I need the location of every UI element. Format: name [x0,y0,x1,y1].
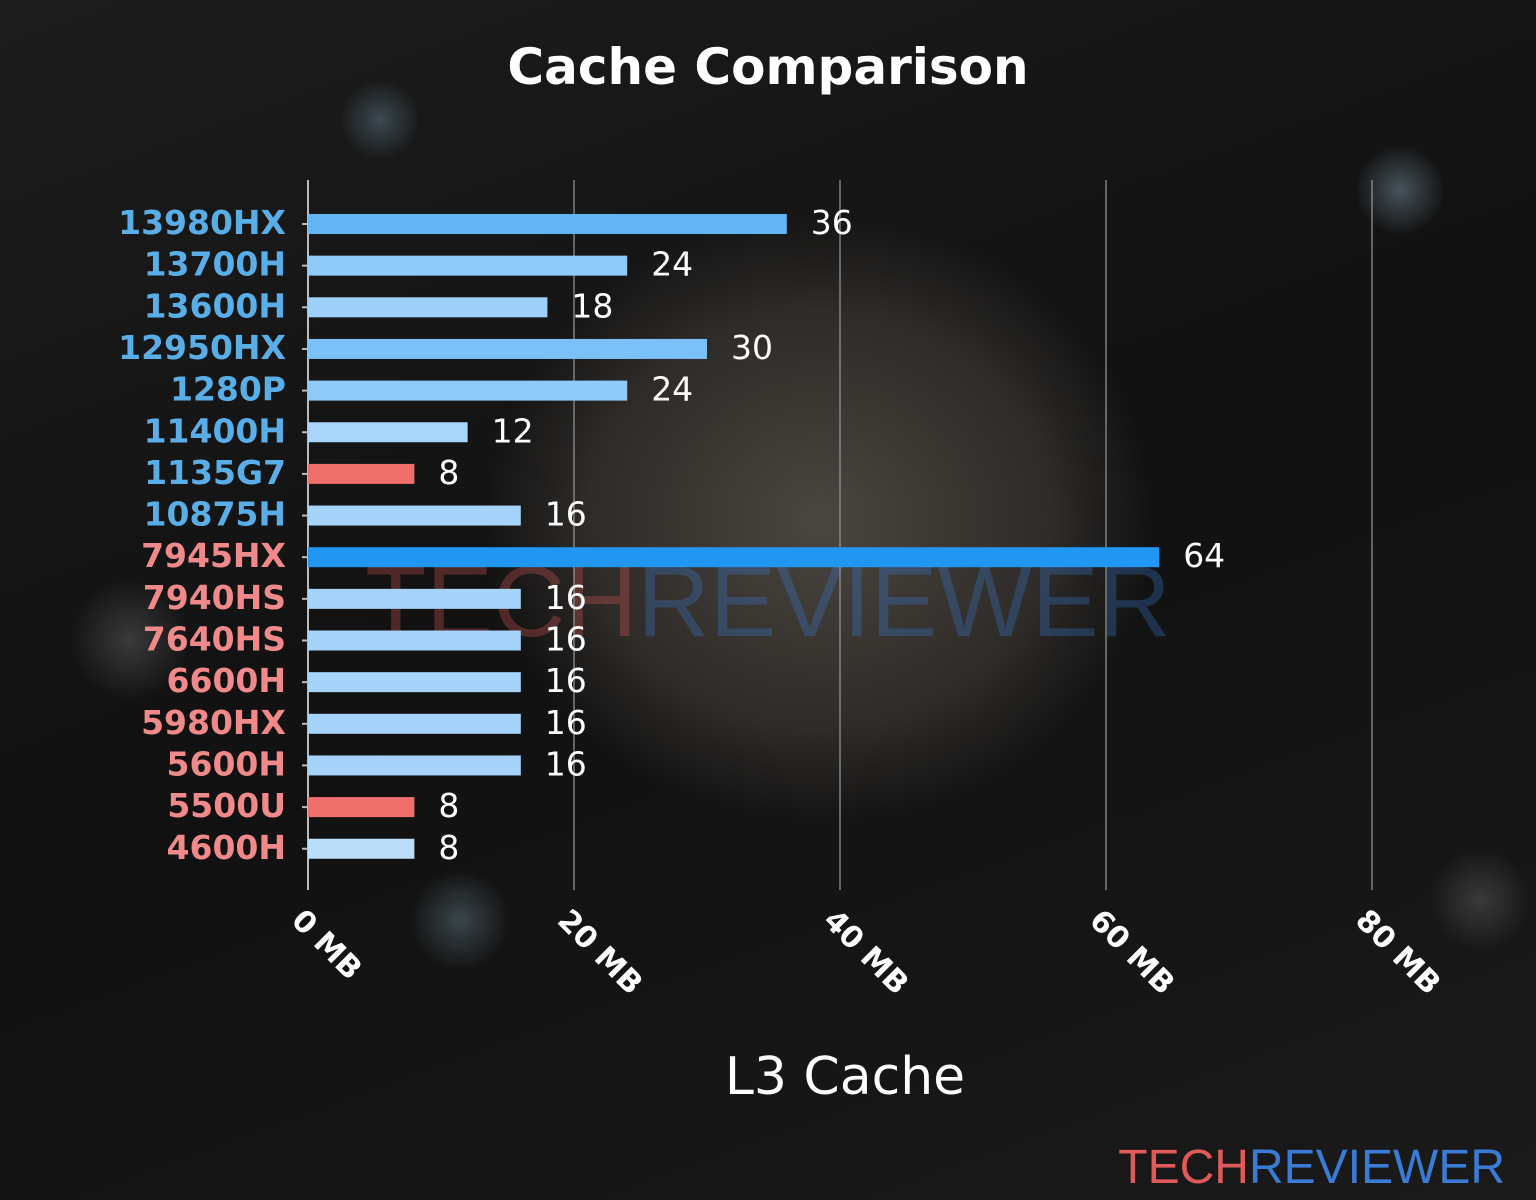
category-label: 13700H [144,245,286,284]
category-label: 5600H [167,744,286,783]
category-label: 7945HX [141,536,286,575]
category-label: 4600H [167,828,286,867]
value-label: 36 [811,203,853,242]
bar [308,338,707,359]
x-tick-label: 20 MB [550,903,649,1002]
bar [308,630,521,651]
bar [308,380,628,401]
value-label: 30 [731,328,773,367]
value-label: 16 [545,661,587,700]
category-label: 5980HX [141,703,286,742]
bar [308,755,521,776]
value-label: 16 [545,578,587,617]
value-label: 12 [492,411,534,450]
value-label: 24 [651,370,693,409]
bar [308,547,1160,568]
category-label: 12950HX [118,328,286,367]
logo: TECHREVIEWER [1118,1141,1505,1194]
bar [308,463,415,484]
logo-part2: REVIEWER [1249,1141,1505,1194]
chart-title: Cache Comparison [507,38,1028,96]
value-label: 24 [651,245,693,284]
bar [308,505,521,526]
value-label: 64 [1183,536,1225,575]
x-tick-label: 60 MB [1082,903,1181,1002]
value-label: 16 [545,620,587,659]
category-label: 1135G7 [144,453,286,492]
x-tick-label: 0 MB [284,903,368,987]
value-label: 8 [438,828,459,867]
bar [308,255,628,276]
value-label: 16 [545,495,587,534]
category-label: 11400H [144,411,286,450]
bar [308,214,787,234]
bar [308,297,548,318]
value-label: 18 [571,286,613,325]
bar [308,588,521,609]
value-label: 16 [545,744,587,783]
category-label: 13600H [144,286,286,325]
x-tick-label: 80 MB [1348,903,1447,1002]
x-axis-label: L3 Cache [725,1047,965,1107]
bar [308,713,521,734]
value-label: 8 [438,453,459,492]
x-tick-label: 40 MB [816,903,915,1002]
category-label: 13980HX [118,203,286,242]
category-label: 10875H [144,495,286,534]
category-label: 7940HS [143,578,286,617]
bar [308,797,415,818]
category-label: 1280P [170,370,286,409]
value-label: 16 [545,703,587,742]
category-label: 6600H [167,661,286,700]
bar [308,422,468,443]
value-label: 8 [438,786,459,825]
logo-part1: TECH [1118,1141,1249,1194]
bar [308,672,521,693]
category-label: 5500U [167,786,286,825]
bar [308,838,415,859]
category-label: 7640HS [143,620,286,659]
